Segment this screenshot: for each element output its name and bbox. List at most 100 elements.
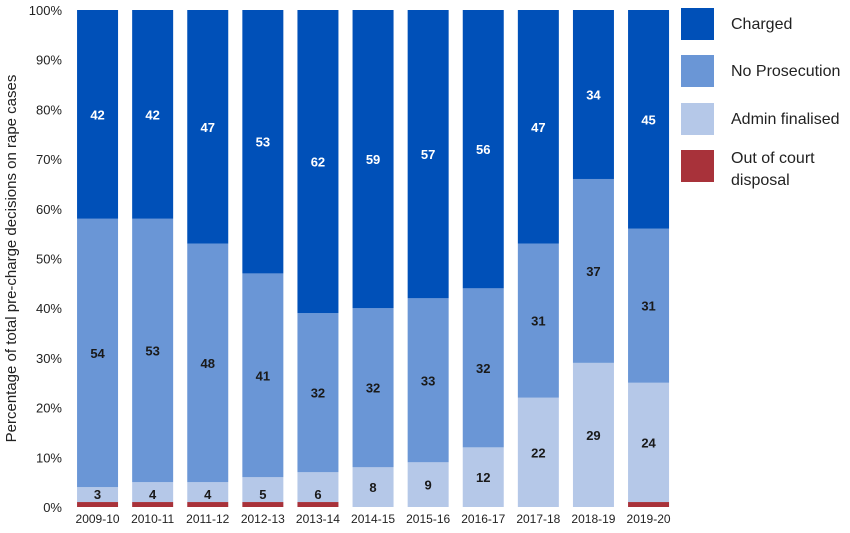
bar-segment: [572, 178, 614, 363]
y-tick-label: 0%: [43, 500, 62, 515]
legend-label-line: No Prosecution: [731, 63, 841, 80]
legend-swatch: [681, 103, 714, 135]
data-label: 56: [476, 142, 490, 157]
data-label: 29: [586, 428, 600, 443]
bar-segment: [517, 397, 559, 507]
y-tick-label: 40%: [36, 301, 62, 316]
bar-segment: [132, 482, 174, 503]
bar-segment: [242, 502, 284, 507]
bar-segment: [352, 308, 394, 468]
y-tick-label: 10%: [36, 450, 62, 465]
legend-label-line: disposal: [731, 172, 790, 189]
legend-label: No Prosecution: [731, 61, 840, 83]
x-tick-label: 2018-19: [571, 512, 615, 526]
bar-segment: [407, 298, 449, 463]
bar-segment: [77, 218, 119, 488]
data-label: 59: [366, 152, 380, 167]
legend-swatch: [681, 150, 714, 182]
data-label: 41: [256, 368, 270, 383]
bar-segment: [407, 462, 449, 507]
x-tick-label: 2012-13: [241, 512, 285, 526]
data-label: 24: [641, 435, 656, 450]
bar-segment: [517, 243, 559, 398]
bar-segment: [242, 10, 284, 274]
y-tick-label: 60%: [36, 202, 62, 217]
data-label: 32: [366, 381, 380, 396]
bar-segment: [297, 472, 339, 503]
y-tick-label: 80%: [36, 102, 62, 117]
x-tick-label: 2019-20: [627, 512, 671, 526]
bar-segment: [628, 502, 670, 507]
data-label: 45: [641, 112, 655, 127]
bar-segment: [297, 10, 339, 314]
bar-segment: [352, 10, 394, 309]
bar-segment: [77, 487, 119, 503]
bar-segment: [242, 273, 284, 478]
data-label: 47: [531, 120, 545, 135]
bar-segment: [628, 382, 670, 503]
data-label: 4: [204, 487, 212, 502]
data-label: 8: [369, 480, 376, 495]
bar-segment: [352, 467, 394, 507]
data-label: 42: [145, 107, 159, 122]
bar-segment: [462, 288, 504, 448]
bar-segment: [462, 447, 504, 507]
legend-label-line: Charged: [731, 16, 793, 33]
data-label: 42: [90, 107, 104, 122]
data-label: 34: [586, 87, 601, 102]
data-label: 9: [425, 478, 432, 493]
data-label: 22: [531, 445, 545, 460]
bar-segment: [628, 228, 670, 383]
x-tick-label: 2015-16: [406, 512, 450, 526]
data-label: 31: [641, 299, 655, 314]
data-label: 47: [201, 120, 215, 135]
data-label: 12: [476, 470, 490, 485]
bar-segment: [187, 482, 229, 503]
legend-swatch: [681, 8, 714, 40]
x-tick-label: 2013-14: [296, 512, 340, 526]
y-tick-label: 70%: [36, 152, 62, 167]
data-label: 37: [586, 264, 600, 279]
data-label: 53: [256, 135, 270, 150]
data-label: 4: [149, 487, 157, 502]
x-tick-label: 2010-11: [131, 512, 174, 526]
x-tick-label: 2014-15: [351, 512, 395, 526]
data-label: 57: [421, 147, 435, 162]
bar-segment: [132, 502, 174, 507]
y-axis-label: Percentage of total pre-charge decisions…: [3, 75, 20, 443]
y-tick-label: 90%: [36, 53, 62, 68]
legend-label: Charged: [731, 14, 792, 36]
bar-segment: [187, 10, 229, 244]
bar-segment: [572, 362, 614, 507]
bar-segment: [132, 10, 174, 219]
bar-segment: [572, 10, 614, 179]
bar-segment: [77, 10, 119, 219]
legend-swatch: [681, 55, 714, 87]
data-label: 32: [476, 361, 490, 376]
y-tick-label: 20%: [36, 401, 62, 416]
bar-segment: [297, 313, 339, 473]
data-label: 54: [90, 346, 105, 361]
x-tick-label: 2011-12: [186, 512, 229, 526]
bar-segment: [407, 10, 449, 299]
y-tick-label: 100%: [29, 3, 63, 18]
data-label: 6: [314, 487, 321, 502]
legend-label-line: Out of court: [731, 150, 815, 167]
data-label: 31: [531, 314, 545, 329]
bar-segment: [187, 243, 229, 483]
x-tick-label: 2009-10: [76, 512, 120, 526]
bar-segment: [242, 477, 284, 503]
legend-label-line: Admin finalised: [731, 111, 840, 128]
bar-segment: [297, 502, 339, 507]
y-tick-label: 30%: [36, 351, 62, 366]
x-tick-label: 2016-17: [461, 512, 505, 526]
bar-segment: [628, 10, 670, 229]
bar-segment: [517, 10, 559, 244]
data-label: 48: [201, 356, 215, 371]
legend-label: Out of court disposal: [731, 148, 815, 192]
bar-segment: [77, 502, 119, 507]
x-tick-label: 2017-18: [516, 512, 560, 526]
bar-segment: [462, 10, 504, 289]
